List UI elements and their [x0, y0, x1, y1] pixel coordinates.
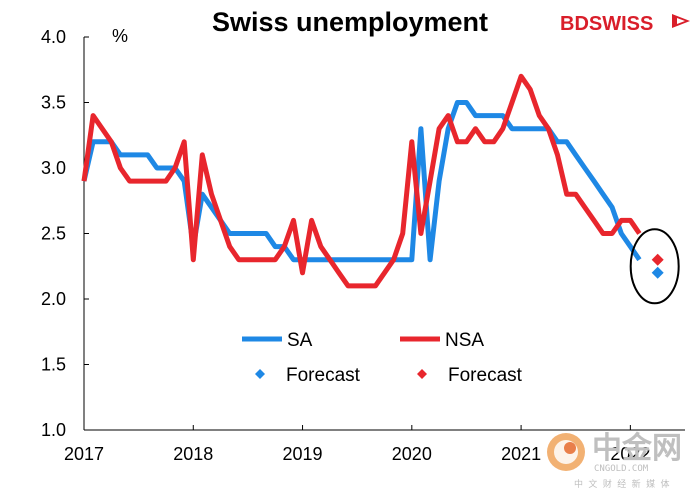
x-axis: 2017 2018 2019 2020 2021 2022	[64, 425, 685, 464]
watermark-tagline: 中 文 财 经 新 媒 体	[574, 478, 670, 490]
legend-swatch-forecast	[417, 369, 427, 379]
x-tick-label: 2017	[64, 444, 104, 464]
watermark-main-text: 中金网	[592, 431, 682, 466]
legend-label: SA	[287, 330, 313, 351]
legend-label: NSA	[445, 330, 484, 351]
cngold-watermark: 中金网 CNGOLD.COM 中 文 财 经 新 媒 体	[547, 431, 682, 490]
legend: SA NSA Forecast Forecast	[242, 330, 523, 386]
forecast-layer	[651, 253, 664, 279]
x-tick-label: 2019	[283, 444, 323, 464]
y-tick-label: 1.0	[41, 420, 66, 440]
chart-title: Swiss unemployment	[212, 7, 488, 37]
forecast-point-nsa	[651, 253, 664, 266]
y-tick-label: 4.0	[41, 27, 66, 47]
x-tick-label: 2022	[610, 444, 650, 464]
logo-arrow-icon	[672, 14, 690, 28]
y-tick-label: 2.5	[41, 224, 66, 244]
x-tick-label: 2020	[392, 444, 432, 464]
y-axis-unit: %	[112, 26, 128, 46]
y-tick-label: 1.5	[41, 355, 66, 375]
y-tick-label: 3.0	[41, 158, 66, 178]
watermark-logo-icon	[547, 433, 585, 471]
x-tick-label: 2018	[173, 444, 213, 464]
series-line-nsa	[81, 73, 642, 289]
x-tick-label: 2021	[501, 444, 541, 464]
legend-swatch-forecast	[255, 369, 265, 379]
y-tick-label: 3.5	[41, 93, 66, 113]
y-axis: 1.0 1.5 2.0 2.5 3.0 3.5 4.0	[41, 27, 89, 440]
forecast-highlight-ellipse	[629, 228, 680, 305]
bdswiss-logo: BDSWISS	[560, 13, 690, 35]
series-layer	[81, 73, 642, 289]
legend-label: Forecast	[448, 365, 523, 386]
watermark-sub-text: CNGOLD.COM	[594, 464, 649, 474]
logo-text: BDSWISS	[560, 13, 653, 35]
legend-label: Forecast	[286, 365, 361, 386]
forecast-point-sa	[651, 266, 664, 279]
y-tick-label: 2.0	[41, 289, 66, 309]
